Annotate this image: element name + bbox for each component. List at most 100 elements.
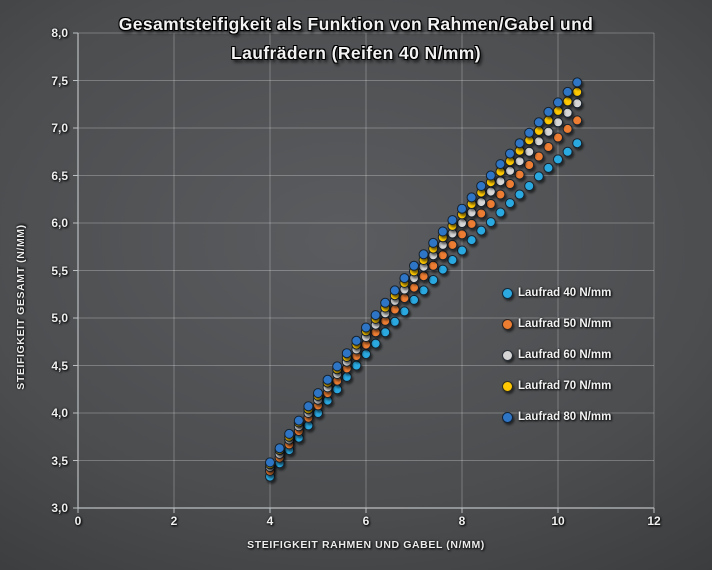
data-point bbox=[476, 197, 487, 208]
data-point bbox=[524, 160, 535, 170]
data-point bbox=[524, 181, 535, 191]
legend-item-laufrad-40-n-mm: Laufrad 40 N/mm bbox=[502, 287, 611, 299]
legend-label: Laufrad 50 N/mm bbox=[518, 318, 612, 330]
data-point bbox=[562, 107, 573, 118]
data-point bbox=[476, 208, 487, 219]
data-point bbox=[485, 186, 496, 197]
data-point bbox=[495, 159, 506, 170]
y-tick-label: 5,0 bbox=[51, 311, 68, 325]
legend-marker-icon bbox=[502, 380, 513, 392]
data-point bbox=[447, 239, 458, 250]
data-point bbox=[505, 198, 515, 209]
data-point bbox=[457, 203, 467, 214]
x-tick-label: 10 bbox=[551, 514, 565, 528]
data-point bbox=[543, 142, 554, 152]
data-point bbox=[351, 360, 362, 371]
data-point bbox=[293, 415, 304, 426]
data-point bbox=[553, 105, 563, 116]
data-point bbox=[533, 117, 544, 128]
x-tick-label: 8 bbox=[458, 514, 466, 528]
data-point bbox=[380, 327, 391, 338]
data-point bbox=[457, 229, 467, 240]
legend-marker-icon bbox=[502, 318, 513, 330]
legend-item-laufrad-60-n-mm: Laufrad 60 N/mm bbox=[502, 349, 611, 361]
data-point bbox=[466, 192, 477, 203]
legend-marker-icon bbox=[502, 287, 513, 299]
series-laufrad-80-n-mm bbox=[265, 77, 583, 468]
data-point bbox=[466, 218, 477, 229]
data-point bbox=[543, 126, 554, 137]
data-point bbox=[274, 443, 285, 454]
data-point bbox=[505, 148, 515, 159]
data-point bbox=[562, 146, 573, 157]
data-point bbox=[533, 171, 544, 182]
y-tick-label: 3,0 bbox=[51, 501, 68, 515]
y-axis-title: STEIFIGKEIT GESAMT (N/MM) bbox=[15, 224, 27, 390]
legend-marker-icon bbox=[502, 411, 513, 423]
data-point bbox=[533, 125, 544, 136]
data-point bbox=[409, 260, 419, 271]
data-point bbox=[514, 189, 525, 200]
data-point bbox=[572, 138, 583, 149]
data-point bbox=[341, 348, 352, 359]
data-point bbox=[447, 255, 458, 265]
legend-label: Laufrad 80 N/mm bbox=[518, 411, 612, 423]
data-point bbox=[505, 165, 515, 176]
data-point bbox=[341, 371, 352, 382]
data-point bbox=[389, 316, 400, 327]
data-point bbox=[399, 273, 410, 284]
data-point bbox=[562, 96, 573, 107]
gridlines bbox=[78, 32, 655, 508]
y-tick-label: 8,0 bbox=[51, 26, 68, 40]
legend-item-laufrad-70-n-mm: Laufrad 70 N/mm bbox=[502, 380, 611, 392]
data-point bbox=[284, 428, 295, 439]
data-point bbox=[543, 115, 554, 126]
series-laufrad-40-n-mm bbox=[265, 138, 583, 482]
y-tick-label: 3,5 bbox=[51, 453, 68, 468]
axes bbox=[73, 32, 655, 513]
data-point bbox=[553, 97, 563, 108]
data-point bbox=[485, 199, 496, 209]
x-axis-title: STEIFIGKEIT RAHMEN UND GABEL (N/MM) bbox=[247, 539, 485, 551]
legend-label: Laufrad 40 N/mm bbox=[518, 287, 612, 299]
data-point bbox=[572, 115, 583, 126]
data-point bbox=[485, 217, 496, 228]
data-point bbox=[572, 77, 583, 88]
data-point bbox=[505, 179, 515, 189]
chart-title-line1: Gesamtsteifigkeit als Funktion von Rahme… bbox=[118, 14, 594, 34]
data-point bbox=[409, 282, 419, 293]
chart-title: Gesamtsteifigkeit als Funktion von Rahme… bbox=[0, 10, 712, 68]
data-point bbox=[543, 162, 554, 173]
data-point bbox=[399, 293, 410, 304]
data-point bbox=[313, 388, 323, 399]
data-point bbox=[457, 245, 467, 256]
data-point bbox=[553, 117, 563, 128]
data-point bbox=[265, 457, 275, 468]
chart-legend: Laufrad 40 N/mm Laufrad 50 N/mm Laufrad 60… bbox=[502, 287, 611, 423]
data-point bbox=[428, 260, 439, 271]
data-point bbox=[361, 349, 371, 360]
data-point bbox=[553, 154, 563, 165]
data-point bbox=[476, 181, 487, 191]
data-point bbox=[437, 264, 448, 275]
legend-marker-icon bbox=[502, 349, 513, 361]
y-tick-label: 6,0 bbox=[51, 216, 68, 230]
data-point bbox=[437, 250, 448, 261]
x-tick-label: 0 bbox=[74, 514, 82, 528]
data-point bbox=[370, 338, 381, 349]
legend-item-laufrad-80-n-mm: Laufrad 80 N/mm bbox=[502, 411, 611, 423]
data-point bbox=[495, 176, 506, 187]
x-tick-label: 2 bbox=[170, 514, 178, 528]
y-tick-label: 7,0 bbox=[51, 121, 68, 135]
data-point bbox=[514, 169, 525, 180]
data-point bbox=[428, 275, 439, 285]
data-point bbox=[351, 335, 362, 346]
y-tick-label: 6,5 bbox=[51, 168, 68, 183]
legend-label: Laufrad 70 N/mm bbox=[518, 380, 612, 392]
data-point bbox=[409, 294, 419, 305]
data-point bbox=[428, 237, 439, 248]
data-point bbox=[389, 285, 400, 296]
y-tick-label: 4,0 bbox=[51, 406, 68, 420]
data-point bbox=[514, 156, 525, 167]
